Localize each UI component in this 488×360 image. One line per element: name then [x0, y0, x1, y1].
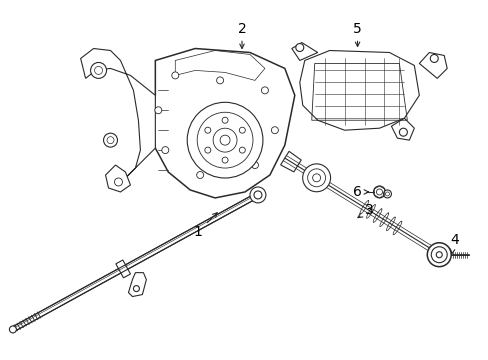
Circle shape — [220, 135, 229, 145]
Circle shape — [90, 62, 106, 78]
Circle shape — [239, 127, 245, 133]
Circle shape — [9, 326, 17, 333]
Circle shape — [249, 187, 265, 203]
Circle shape — [312, 174, 320, 182]
Circle shape — [222, 117, 227, 123]
Text: 2: 2 — [237, 22, 246, 49]
Circle shape — [196, 171, 203, 179]
Circle shape — [261, 87, 268, 94]
Polygon shape — [105, 165, 130, 192]
Circle shape — [435, 252, 441, 258]
Circle shape — [376, 189, 382, 195]
Circle shape — [399, 128, 407, 136]
Circle shape — [295, 44, 303, 51]
Polygon shape — [81, 49, 155, 178]
Circle shape — [383, 190, 390, 198]
Circle shape — [216, 77, 223, 84]
Circle shape — [162, 147, 168, 154]
Polygon shape — [116, 260, 130, 278]
Text: 4: 4 — [449, 233, 458, 254]
Circle shape — [204, 147, 210, 153]
Circle shape — [307, 169, 325, 187]
Polygon shape — [291, 42, 317, 60]
Polygon shape — [299, 50, 419, 130]
Circle shape — [251, 162, 258, 168]
Circle shape — [302, 164, 330, 192]
Polygon shape — [280, 151, 301, 172]
Circle shape — [155, 107, 162, 114]
Circle shape — [222, 157, 227, 163]
Circle shape — [385, 192, 388, 196]
Polygon shape — [419, 53, 447, 78]
Text: 6: 6 — [352, 185, 368, 199]
Circle shape — [430, 247, 447, 263]
Circle shape — [271, 127, 278, 134]
Text: 5: 5 — [352, 22, 361, 46]
Circle shape — [187, 102, 263, 178]
Circle shape — [373, 186, 385, 198]
Circle shape — [171, 72, 179, 79]
Polygon shape — [12, 193, 259, 332]
Polygon shape — [390, 118, 413, 140]
Circle shape — [103, 133, 117, 147]
Circle shape — [107, 137, 114, 144]
Circle shape — [253, 191, 262, 199]
Text: 3: 3 — [357, 203, 373, 217]
Circle shape — [213, 128, 237, 152]
Polygon shape — [152, 49, 294, 198]
Circle shape — [204, 127, 210, 133]
Circle shape — [94, 67, 102, 75]
Circle shape — [133, 285, 139, 292]
Circle shape — [197, 112, 252, 168]
Text: 1: 1 — [193, 213, 217, 239]
Circle shape — [429, 54, 437, 62]
Polygon shape — [128, 273, 146, 297]
Circle shape — [427, 243, 450, 267]
Circle shape — [239, 147, 245, 153]
Circle shape — [114, 178, 122, 186]
